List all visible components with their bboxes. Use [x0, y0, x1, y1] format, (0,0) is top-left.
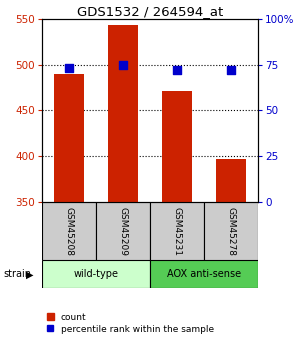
Text: GSM45278: GSM45278 [226, 207, 236, 256]
Bar [96, 202, 150, 260]
Text: strain: strain [3, 269, 31, 279]
Point [229, 67, 233, 73]
Bar [216, 159, 246, 202]
Bar [204, 202, 258, 260]
Point [175, 67, 179, 73]
Bar [42, 202, 96, 260]
Text: wild-type: wild-type [74, 269, 118, 279]
Text: GSM45208: GSM45208 [64, 207, 74, 256]
Point [67, 66, 71, 71]
Title: GDS1532 / 264594_at: GDS1532 / 264594_at [77, 5, 223, 18]
Bar [42, 260, 150, 288]
Text: AOX anti-sense: AOX anti-sense [167, 269, 241, 279]
Bar [150, 202, 204, 260]
Bar [54, 74, 84, 202]
Text: GSM45209: GSM45209 [118, 207, 127, 256]
Bar [162, 91, 192, 202]
Legend: count, percentile rank within the sample: count, percentile rank within the sample [46, 313, 214, 334]
Bar [108, 26, 138, 202]
Text: ▶: ▶ [26, 269, 33, 279]
Bar [150, 260, 258, 288]
Text: GSM45231: GSM45231 [172, 207, 182, 256]
Point [121, 62, 125, 68]
